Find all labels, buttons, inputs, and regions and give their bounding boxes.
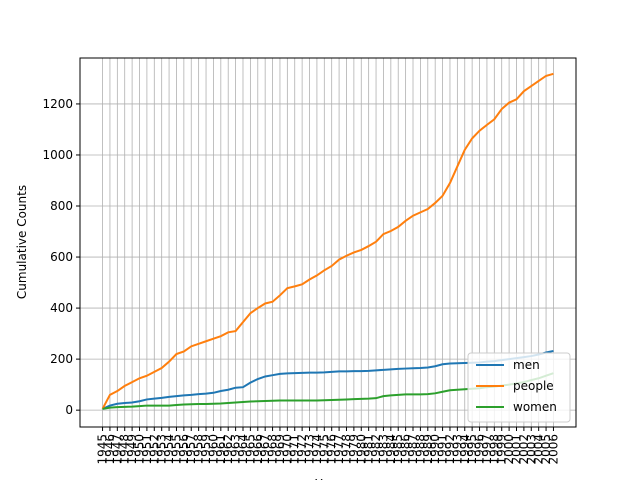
x-tick-label: 2003 [524,434,538,465]
x-tick-label: 1992 [443,434,457,465]
legend-label: people [513,379,554,393]
x-tick-label: 1956 [177,434,191,465]
x-tick-label: 1965 [243,434,257,465]
y-tick-label: 400 [50,301,73,315]
y-tick-label: 600 [50,250,73,264]
x-tick-label: 1995 [465,434,479,465]
x-tick-label: 1953 [155,434,169,465]
x-tick-label: 1972 [295,434,309,465]
x-tick-label: 2004 [532,434,546,465]
x-tick-label: 1945 [96,434,110,465]
x-tick-label: 1982 [369,434,383,465]
x-tick-label: 1948 [118,434,132,465]
x-tick-label: 1954 [162,434,176,465]
x-tick-label: 1981 [362,434,376,465]
x-tick-label: 2005 [539,434,553,465]
line-series [101,72,554,410]
x-tick-label: 1988 [413,434,427,465]
x-tick-label: 1951 [140,434,154,465]
x-tick-label: 2002 [517,434,531,465]
x-tick-label: 1976 [325,434,339,465]
x-tick-label: 1968 [266,434,280,465]
x-tick-label: 1961 [214,434,228,465]
x-tick-label: 1947 [110,434,124,465]
x-tick-label: 1957 [184,434,198,465]
x-tick-label: 2001 [509,434,523,465]
x-tick-label: 1986 [399,434,413,465]
y-tick-label: 800 [50,199,73,213]
x-tick-label: 1971 [288,434,302,465]
x-tick-label: 1996 [473,434,487,465]
x-tick-label: 1999 [495,434,509,465]
x-axis-label: Year [314,477,340,480]
x-tick-label: 1974 [310,434,324,465]
x-tick-label: 1950 [133,434,147,465]
x-tick-label: 1949 [125,434,139,465]
x-tick-label: 1987 [406,434,420,465]
x-tick-label: 1962 [221,434,235,465]
x-tick-label: 1997 [480,434,494,465]
legend-label: women [513,400,557,414]
x-tick-label: 2006 [546,434,560,465]
x-tick-label: 1967 [258,434,272,465]
x-tick-label: 1960 [206,434,220,465]
x-tick-label: 1955 [169,434,183,465]
x-tick-label: 1991 [436,434,450,465]
x-tick-label: 1994 [458,434,472,465]
y-tick-label: 1000 [42,148,73,162]
x-tick-label: 1952 [147,434,161,465]
plot-frame [79,57,577,428]
legend-box [467,352,571,423]
y-tick-label: 200 [50,352,73,366]
x-tick-label: 1966 [251,434,265,465]
x-tick-label: 1980 [354,434,368,465]
x-tick-label: 1984 [384,434,398,465]
x-tick-label: 1958 [192,434,206,465]
y-tick-label: 0 [65,403,73,417]
x-tick-label: 1998 [487,434,501,465]
x-tick-label: 1985 [391,434,405,465]
x-tick-label: 1964 [236,434,250,465]
x-tick-label: 1963 [229,434,243,465]
x-tick-label: 2000 [502,434,516,465]
x-tick-label: 1993 [450,434,464,465]
x-tick-label: 1983 [376,434,390,465]
x-tick-label: 1946 [103,434,117,465]
x-tick-label: 1969 [273,434,287,465]
x-tick-label: 1989 [421,434,435,465]
x-tick-label: 1973 [303,434,317,465]
x-tick-label: 1959 [199,434,213,465]
y-axis-label: Cumulative Counts [15,185,29,299]
x-tick-label: 1970 [280,434,294,465]
x-tick-label: 1978 [339,434,353,465]
x-tick-label: 1979 [347,434,361,465]
y-tick-label: 1200 [42,97,73,111]
x-tick-label: 1990 [428,434,442,465]
x-tick-label: 1977 [332,434,346,465]
x-tick-label: 1975 [317,434,331,465]
legend-label: men [513,358,540,372]
